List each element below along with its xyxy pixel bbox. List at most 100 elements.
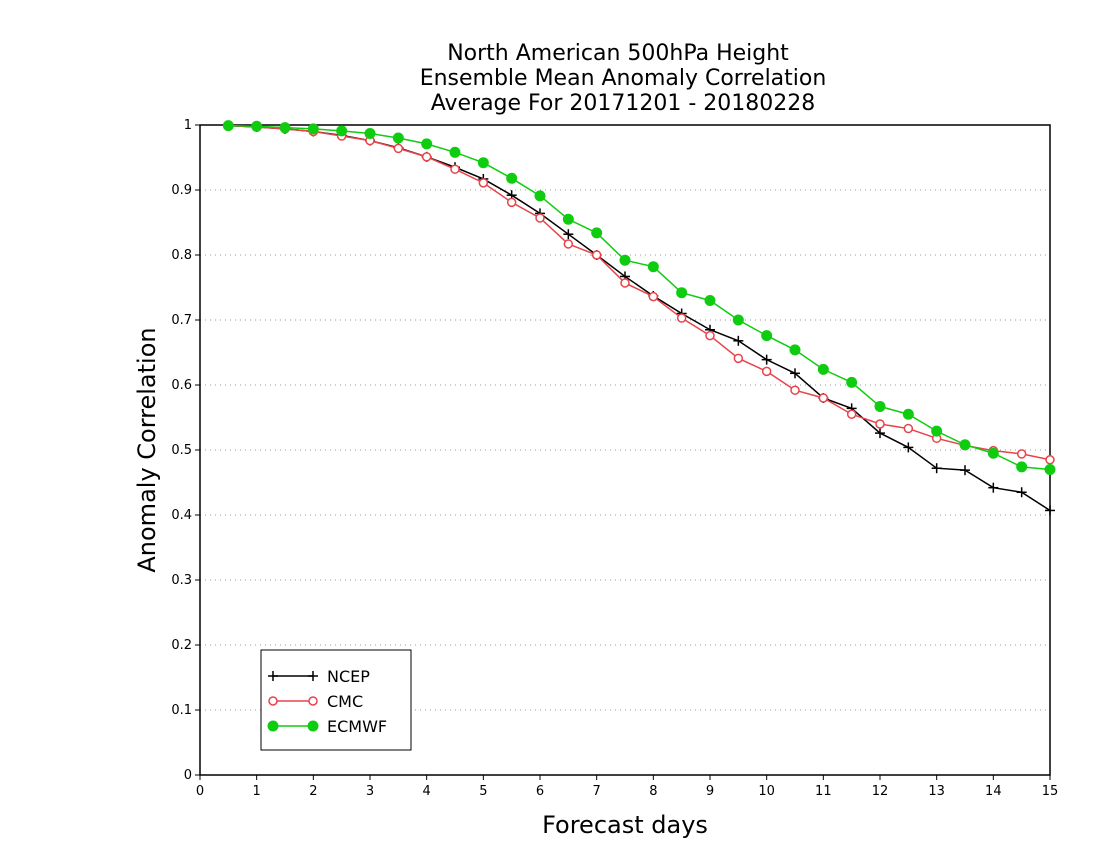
data-point-cmc [705, 330, 715, 341]
series-line-ncep [228, 124, 1051, 512]
legend-marker-cmc [308, 696, 318, 706]
x-tick-label: 8 [649, 784, 657, 799]
x-tick-label: 0 [196, 784, 204, 799]
chart-title-line-1: North American 500hPa Height [447, 41, 789, 66]
x-axis-label: Forecast days [542, 811, 708, 839]
legend-label-cmc: CMC [327, 692, 363, 711]
y-tick-label: 0.9 [171, 183, 192, 198]
data-point-ecmwf [789, 344, 801, 356]
data-point-ecmwf [251, 120, 263, 132]
data-point-ecmwf [732, 314, 744, 326]
x-tick-label: 13 [928, 784, 945, 799]
data-point-ecmwf [647, 261, 659, 273]
data-point-ecmwf [817, 363, 829, 375]
data-point-ncep [1045, 505, 1055, 516]
y-tick-label: 0.7 [171, 313, 192, 328]
data-point-cmc [903, 423, 914, 434]
x-tick-label: 2 [309, 784, 317, 799]
legend-marker-ecmwf [267, 720, 279, 732]
data-point-cmc [761, 366, 772, 377]
data-point-cmc [676, 313, 687, 323]
legend: NCEP CMC ECMWF [260, 649, 412, 751]
grid-lines [200, 189, 1050, 711]
data-point-ncep [875, 428, 885, 439]
series-layer [222, 120, 1056, 516]
data-point-ecmwf [477, 157, 489, 169]
legend-marker-ecmwf [307, 720, 319, 732]
data-point-ncep [903, 442, 914, 453]
data-point-ecmwf [704, 295, 716, 306]
data-point-ecmwf [392, 132, 404, 144]
x-tick-label: 7 [593, 784, 601, 799]
data-point-ecmwf [676, 287, 688, 299]
data-point-cmc [790, 385, 800, 395]
data-point-cmc [591, 250, 602, 260]
x-tick-label: 11 [815, 784, 832, 799]
y-tick-label: 0.4 [171, 508, 192, 523]
data-point-ecmwf [1044, 464, 1056, 475]
legend-label-ecmwf: ECMWF [327, 717, 387, 736]
y-tick-label: 0.8 [171, 248, 192, 263]
series-ecmwf [222, 120, 1056, 475]
data-point-ecmwf [222, 120, 234, 132]
series-cmc [223, 120, 1055, 465]
data-point-ncep [960, 465, 970, 476]
data-point-ncep [931, 463, 942, 474]
y-axis-label: Anomaly Correlation [133, 327, 161, 572]
data-point-ecmwf [534, 190, 546, 202]
data-point-cmc [648, 291, 659, 302]
chart-title-line-3: Average For 20171201 - 20180228 [431, 91, 816, 116]
data-point-cmc [421, 152, 432, 162]
data-point-ecmwf [902, 408, 914, 420]
data-point-ecmwf [846, 376, 858, 388]
x-tick-label: 3 [366, 784, 374, 799]
data-point-ecmwf [931, 425, 943, 437]
data-point-ncep [563, 229, 574, 240]
legend-item-ncep: NCEP [268, 667, 370, 686]
data-point-ecmwf [619, 254, 631, 266]
data-point-ecmwf [1016, 461, 1028, 473]
legend-item-ecmwf: ECMWF [267, 717, 387, 736]
x-tick-label: 4 [423, 784, 431, 799]
x-tick-label: 10 [758, 784, 775, 799]
y-tick-label: 1 [184, 118, 192, 133]
data-point-ncep [988, 482, 999, 493]
axis-ticks: 00.10.20.30.40.50.60.70.80.910 1 2 3 4 5 6 7 8 9 1… [171, 118, 1058, 799]
data-point-cmc [478, 178, 489, 188]
data-point-ecmwf [364, 127, 376, 139]
data-point-ncep [1016, 487, 1027, 498]
data-point-ecmwf [959, 439, 971, 451]
data-point-cmc [535, 213, 545, 223]
series-ncep [223, 120, 1055, 516]
y-tick-label: 0 [184, 768, 192, 783]
series-line-ecmwf [228, 124, 1051, 471]
series-line-cmc [228, 124, 1051, 461]
y-tick-label: 0.6 [171, 378, 192, 393]
y-tick-label: 0.1 [171, 703, 192, 718]
data-point-ncep [733, 335, 744, 346]
data-point-ecmwf [449, 146, 461, 158]
chart-title-line-2: Ensemble Mean Anomaly Correlation [420, 66, 827, 91]
legend-label-ncep: NCEP [327, 667, 370, 686]
y-tick-label: 0.2 [171, 638, 192, 653]
data-point-cmc [818, 393, 829, 403]
data-point-ncep [790, 368, 800, 379]
legend-box [260, 649, 412, 751]
x-tick-label: 12 [872, 784, 889, 799]
y-tick-label: 0.5 [171, 443, 192, 458]
data-point-ecmwf [987, 447, 999, 459]
data-point-cmc [393, 143, 404, 154]
data-point-cmc [563, 239, 574, 249]
legend-marker-cmc [268, 696, 278, 706]
data-point-ncep [761, 354, 772, 365]
data-point-cmc [1045, 455, 1055, 465]
y-tick-label: 0.3 [171, 573, 192, 588]
data-point-ecmwf [421, 138, 433, 150]
x-tick-label: 9 [706, 784, 714, 799]
legend-marker-ncep [308, 671, 318, 681]
data-point-ecmwf [506, 172, 518, 184]
data-point-ecmwf [336, 125, 348, 137]
legend-marker-ncep [268, 671, 278, 681]
data-point-ecmwf [591, 227, 603, 239]
